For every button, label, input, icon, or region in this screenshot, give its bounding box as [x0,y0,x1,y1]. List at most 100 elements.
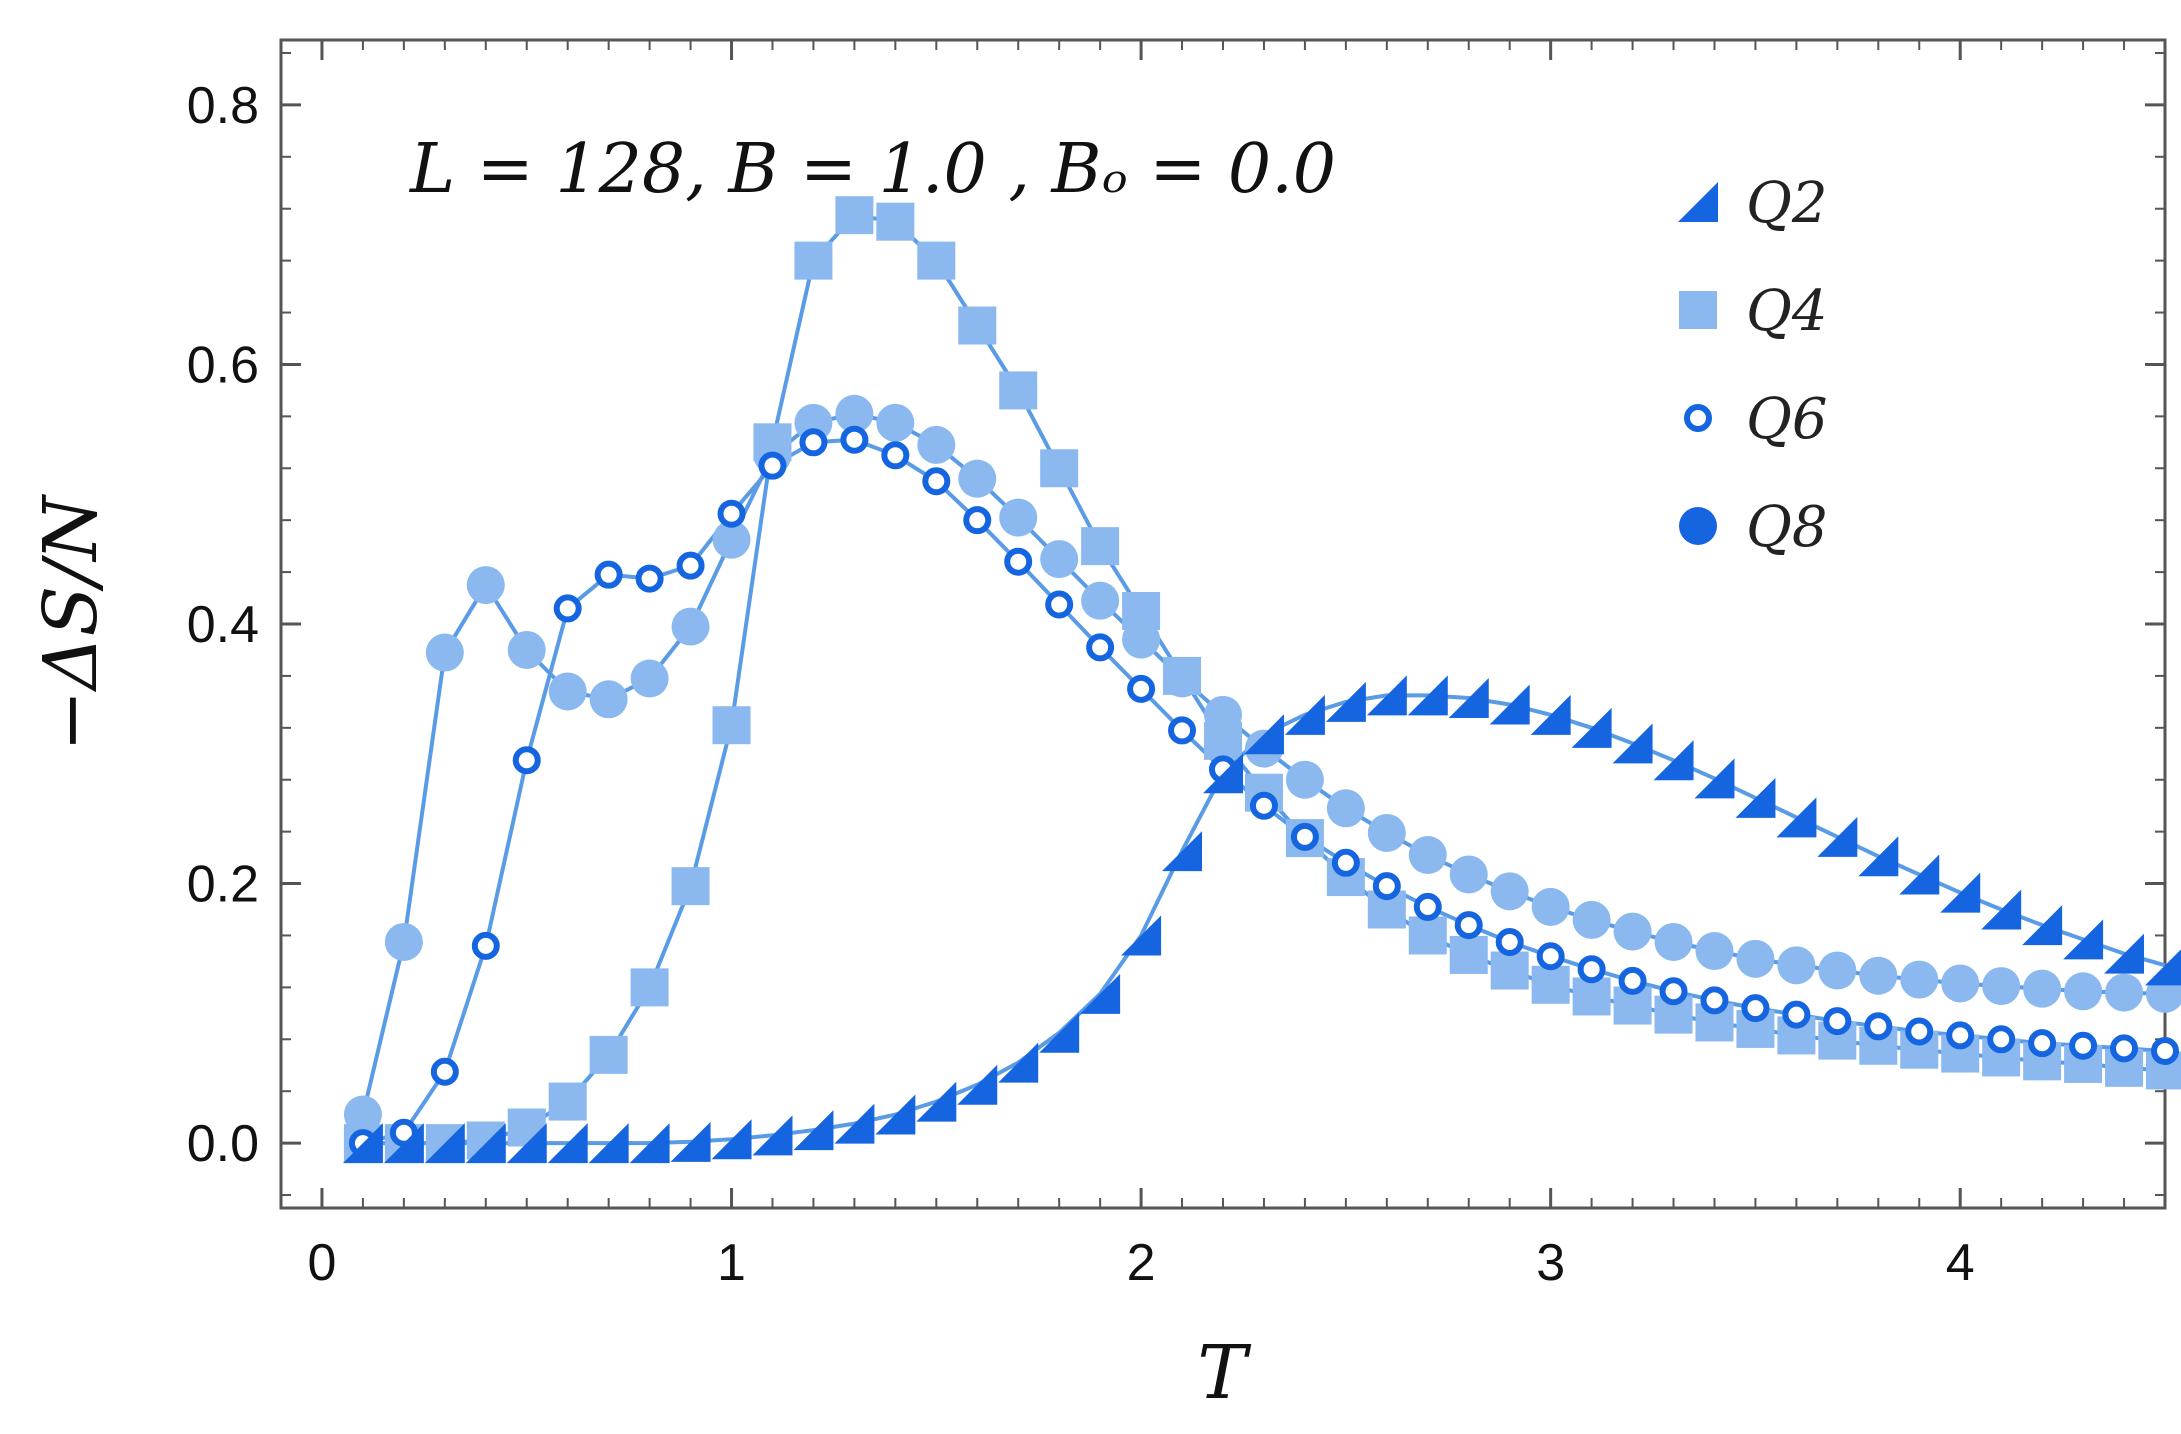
point-q2 [1776,797,1817,838]
point-q8 [958,459,997,498]
point-q8 [630,659,669,698]
point-q8 [2023,969,2062,1008]
point-q6 [1168,716,1197,745]
point-q2 [1981,889,2022,930]
point-q4 [917,241,956,280]
point-q8 [343,1095,382,1134]
point-q4 [671,867,710,906]
point-q2 [1203,753,1243,794]
point-q2 [670,1121,711,1162]
point-q4 [1449,935,1488,974]
point-q8 [548,672,587,711]
point-q6 [1823,1007,1852,1036]
y-tick-label: 0.0 [187,1115,259,1173]
point-q8 [671,607,710,646]
point-q6 [1127,674,1156,703]
point-q2 [1489,684,1530,725]
point-q6 [1864,1012,1893,1041]
x-tick-label: 0 [307,1234,336,1292]
point-q8 [835,394,874,433]
point-q6 [1659,977,1688,1006]
point-q4 [1531,965,1570,1004]
point-q2 [1080,973,1121,1014]
point-q6 [594,560,623,589]
point-q2 [916,1081,957,1122]
point-q2 [1243,714,1284,755]
point-q2 [1694,758,1735,799]
point-q6 [758,451,787,480]
point-q8 [589,680,628,719]
point-q2 [875,1094,916,1135]
point-q8 [1040,540,1079,579]
point-q8 [1859,956,1898,995]
point-q8 [425,633,464,672]
y-tick-label: 0.6 [187,336,259,394]
point-q8 [2105,973,2144,1012]
point-q6 [1413,892,1442,921]
legend: Q2 Q4 Q6 Q8 [1678,171,1828,560]
point-q8 [1777,946,1816,985]
point-q2 [547,1123,588,1164]
point-q8 [1081,581,1120,620]
point-q8 [712,520,751,559]
legend-marker-q6 [1684,404,1712,432]
point-q8 [1736,939,1775,978]
point-q2 [1612,723,1653,764]
legend-label-q2: Q2 [1746,171,1828,236]
x-tick-label: 3 [1536,1234,1565,1292]
point-q2 [1530,694,1571,735]
point-q8 [1818,951,1857,990]
point-q2 [1571,707,1612,748]
point-q6 [635,564,664,593]
point-q6 [1372,872,1401,901]
y-tick-label: 0.4 [187,596,259,654]
point-q6 [963,506,992,535]
y-tick-label: 0.2 [187,856,259,914]
point-q8 [917,425,956,464]
point-q6 [2028,1029,2057,1058]
legend-label-q6: Q6 [1746,387,1828,452]
point-q2 [793,1110,834,1151]
point-q6 [471,931,500,960]
x-axis-title: T [1197,1330,1251,1416]
point-q8 [1613,912,1652,951]
point-q6 [1045,590,1074,619]
point-q6 [1741,994,1770,1023]
point-q6 [1249,791,1278,820]
point-q6 [881,441,910,470]
point-q2 [342,1123,383,1164]
point-q4 [835,196,874,235]
point-q2 [1817,816,1858,857]
point-q6 [799,428,828,457]
point-q2 [1735,777,1776,818]
annotation-text: L = 128, B = 1.0 , Bₒ = 0.0 [408,130,1336,209]
tick-labels: 0 1 2 3 4 0.0 0.2 0.4 0.6 0.8 [187,77,1975,1292]
point-q2 [752,1115,793,1156]
legend-label-q4: Q4 [1746,279,1828,344]
point-q6 [1290,822,1319,851]
point-q8 [1531,887,1570,926]
point-q8 [1490,872,1529,911]
point-q6 [1905,1017,1934,1046]
point-q8 [1408,836,1447,875]
x-tick-label: 1 [717,1234,746,1292]
legend-marker-q4 [1679,291,1717,329]
y-tick-label: 0.8 [187,77,259,135]
point-q2 [383,1123,424,1164]
point-q6 [1331,848,1360,877]
point-q8 [1449,855,1488,894]
point-q2 [1940,872,1981,913]
point-q4 [958,306,997,345]
legend-marker-q8 [1679,507,1717,545]
point-q2 [1653,740,1694,781]
point-q8 [2064,972,2103,1011]
point-q4 [589,1035,628,1074]
point-q2 [1162,831,1203,872]
point-q4 [548,1082,587,1121]
point-q6 [512,746,541,775]
ticks [280,40,2166,1208]
legend-marker-q2 [1678,182,1718,222]
legend-label-q8: Q8 [1746,495,1828,560]
point-q8 [1654,922,1693,961]
